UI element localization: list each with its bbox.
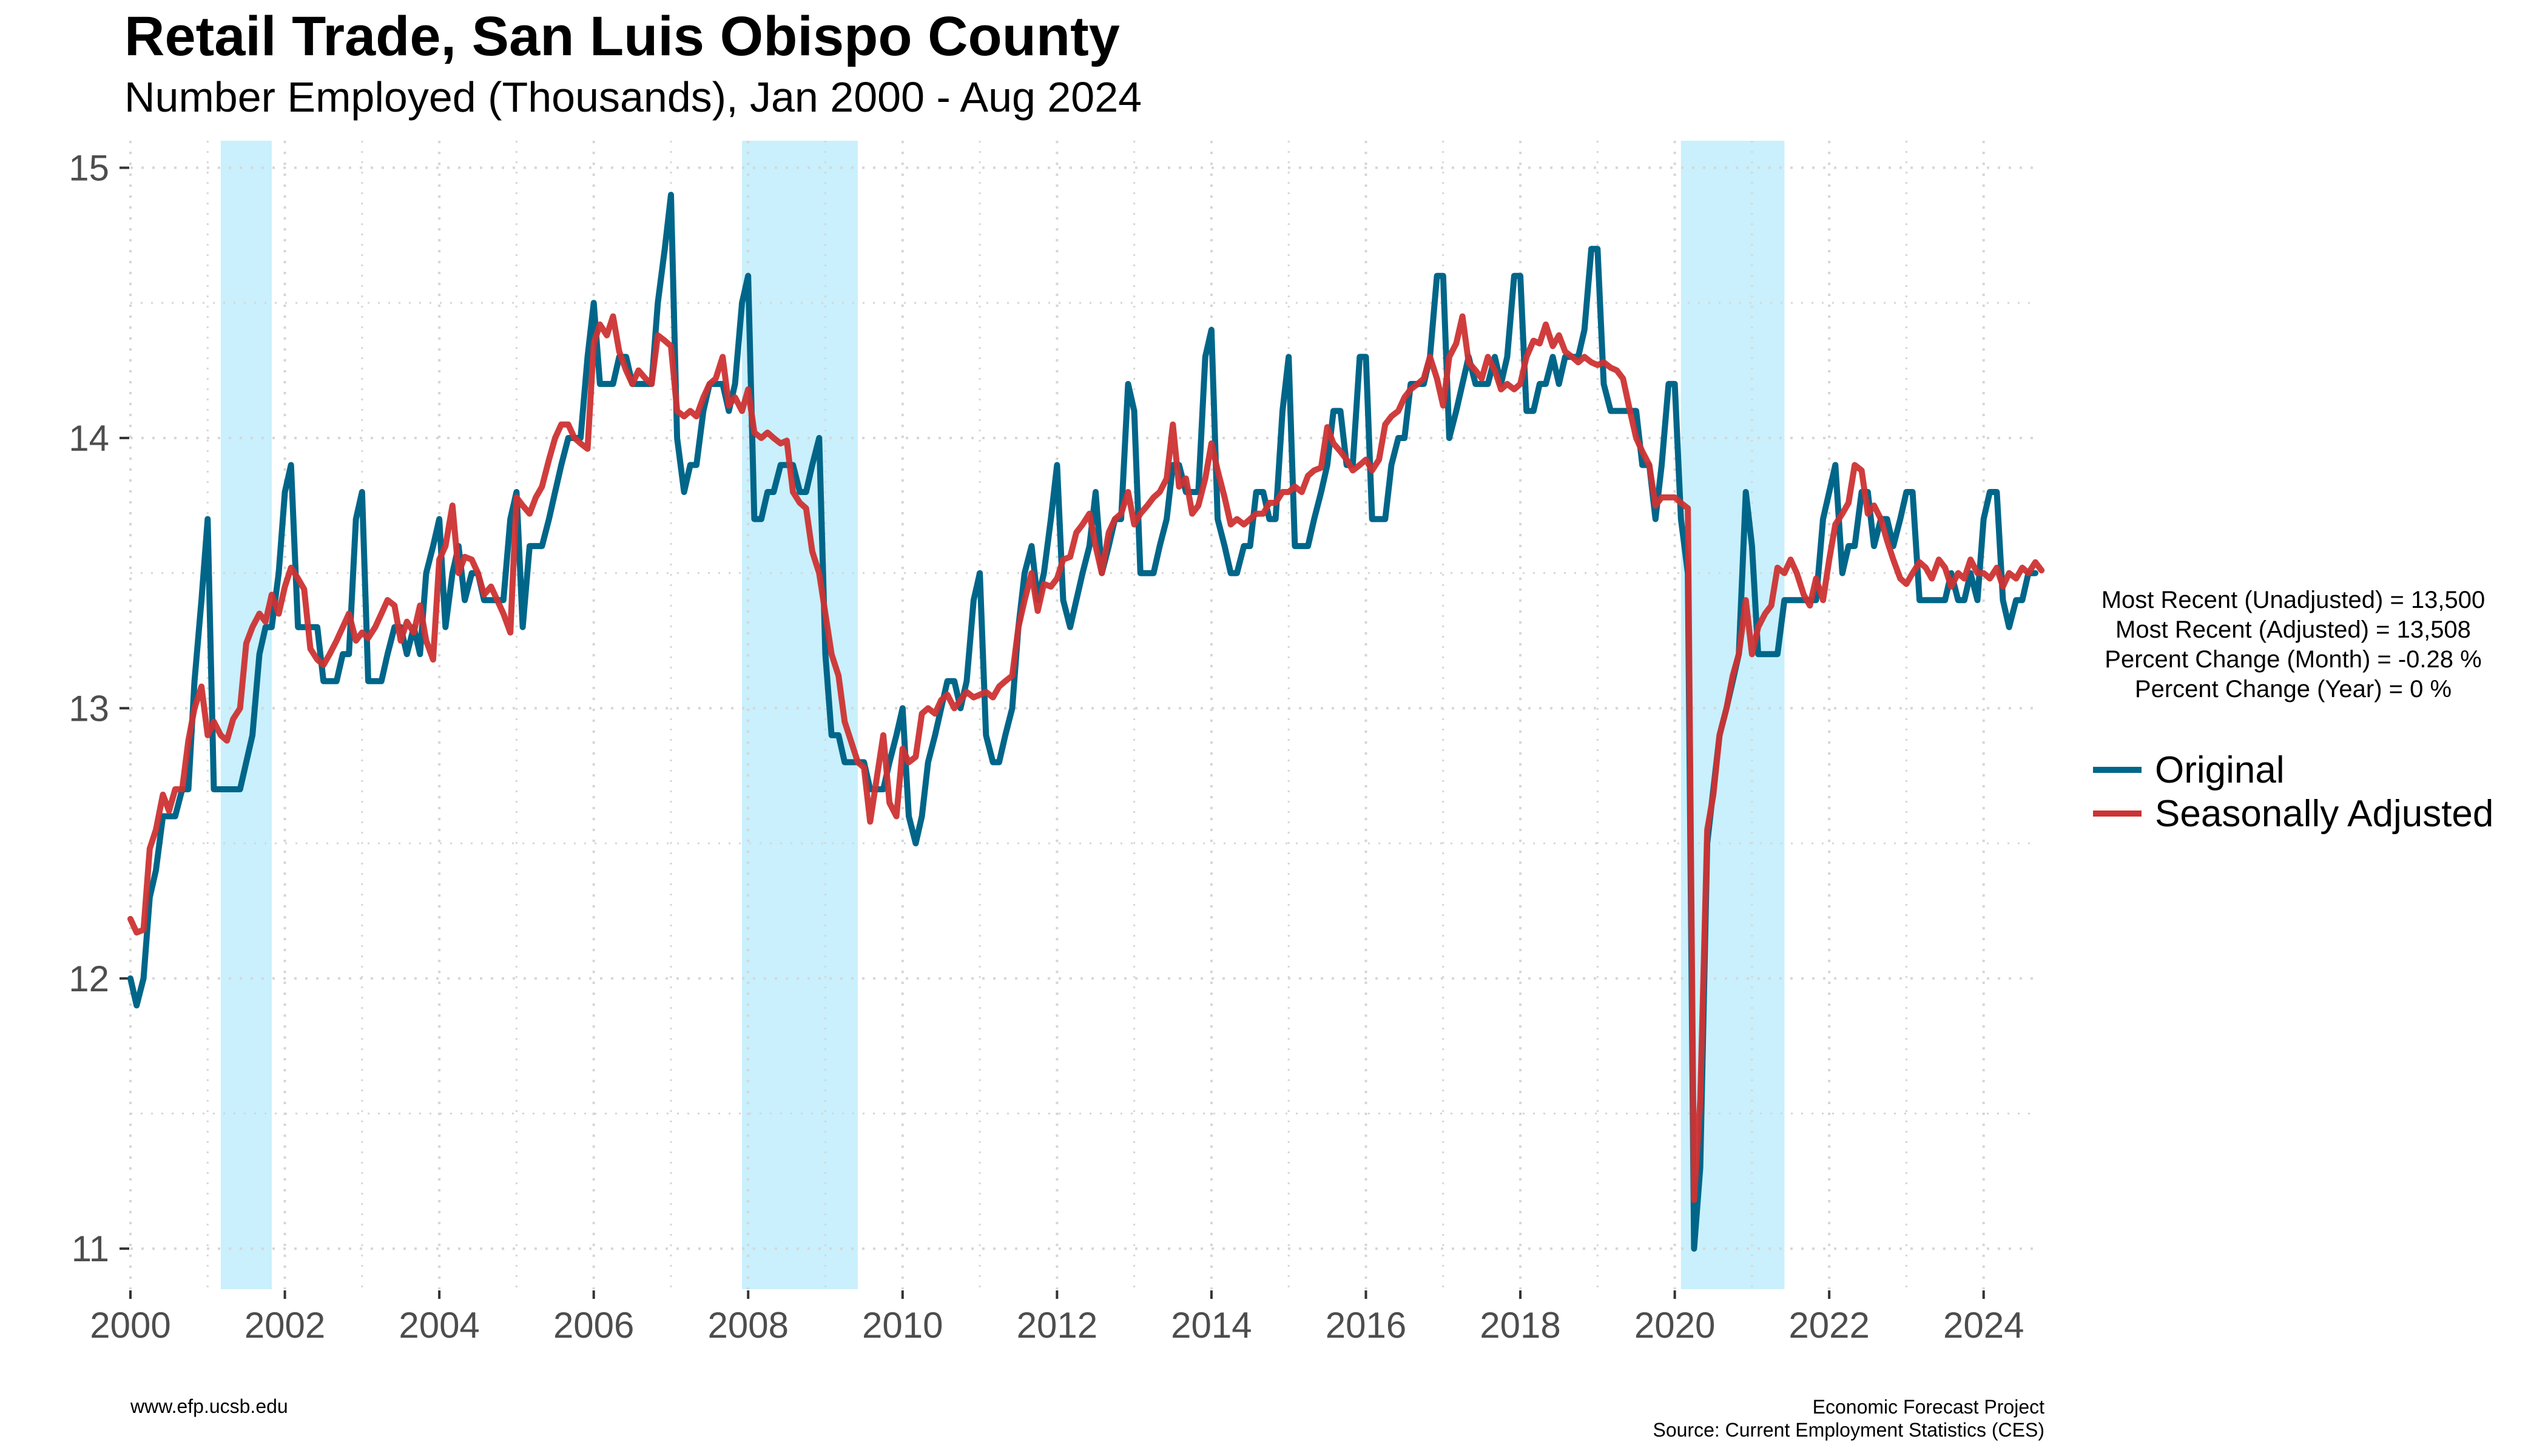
footer-source-line: Source: Current Employment Statistics (C… [1653, 1419, 2044, 1441]
x-tick-label: 2000 [90, 1305, 170, 1346]
legend-item-original: Original [2093, 748, 2493, 792]
y-tick-label: 15 [69, 148, 109, 189]
x-tick-label: 2006 [553, 1305, 634, 1346]
legend-swatch-original [2093, 767, 2142, 773]
x-tick-label: 2004 [399, 1305, 479, 1346]
x-tick-label: 2008 [707, 1305, 788, 1346]
stat-recent-unadjusted: Most Recent (Unadjusted) = 13,500 [2101, 587, 2486, 613]
recession-bands [220, 141, 1785, 1289]
x-tick-label: 2010 [862, 1305, 943, 1346]
stat-percent-change-month: Percent Change (Month) = -0.28 % [2105, 646, 2482, 673]
stat-recent-adjusted: Most Recent (Adjusted) = 13,508 [2115, 616, 2471, 643]
x-tick-label: 2020 [1634, 1305, 1715, 1346]
series-lines [127, 192, 2045, 1252]
y-tick-label: 13 [69, 688, 109, 729]
axes: 2000 2002 2004 2006 2008 2010 2012 2014 2016 2018… [69, 148, 2024, 1346]
legend-swatch-adjusted [2093, 811, 2142, 817]
legend-label-adjusted: Seasonally Adjusted [2155, 792, 2494, 835]
x-tick-label: 2024 [1943, 1305, 2024, 1346]
y-tick-label: 14 [69, 418, 109, 459]
recession-band-1 [220, 141, 272, 1289]
legend-label-original: Original [2155, 749, 2285, 791]
y-tick-label: 12 [69, 959, 109, 999]
recession-band-2 [742, 141, 858, 1289]
stat-percent-change-year: Percent Change (Year) = 0 % [2134, 676, 2452, 703]
x-tick-label: 2022 [1788, 1305, 1869, 1346]
x-tick-label: 2012 [1017, 1305, 1097, 1346]
chart-subtitle: Number Employed (Thousands), Jan 2000 - … [124, 73, 1142, 121]
legend-item-adjusted: Seasonally Adjusted [2093, 792, 2493, 835]
x-tick-label: 2016 [1326, 1305, 1406, 1346]
x-tick-label: 2014 [1171, 1305, 1252, 1346]
legend: Original Seasonally Adjusted [2093, 748, 2493, 835]
footer-org: Economic Forecast Project [1812, 1396, 2044, 1418]
footer-source: Economic Forecast Project Source: Curren… [1653, 1395, 2044, 1441]
x-tick-label: 2002 [244, 1305, 325, 1346]
x-tick-label: 2018 [1480, 1305, 1560, 1346]
summary-stats: Most Recent (Unadjusted) = 13,500 Most R… [2026, 585, 2548, 704]
series-line-adjusted [127, 313, 2045, 1203]
chart-title: Retail Trade, San Luis Obispo County [124, 5, 1120, 67]
grid-lines [129, 141, 2035, 1289]
footer-website: www.efp.ucsb.edu [130, 1395, 288, 1417]
y-tick-label: 11 [72, 1228, 109, 1269]
